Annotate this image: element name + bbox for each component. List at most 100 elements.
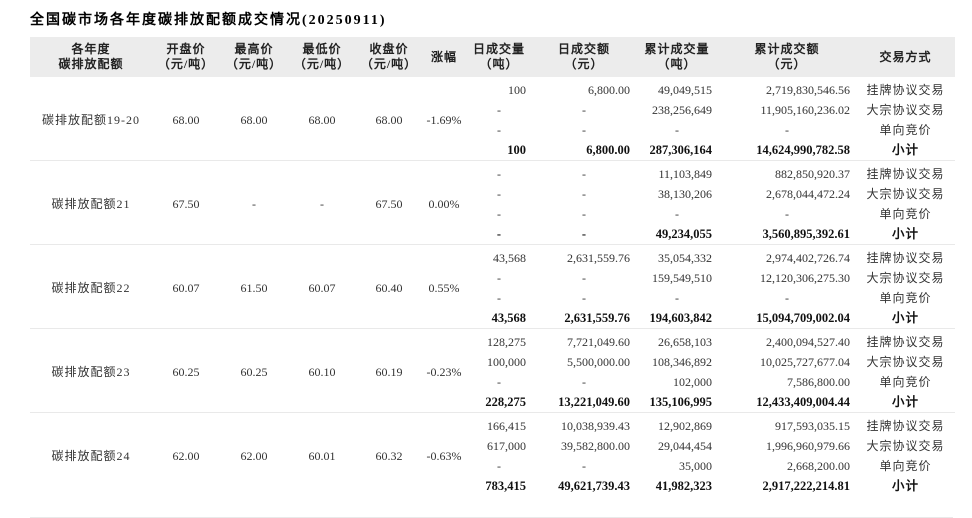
daily-volume-cell: -	[496, 227, 502, 241]
table-header: 各年度 碳排放配额 开盘价 （元/吨） 最高价 （元/吨） 最低价 （元/吨） 收盘价（…	[30, 37, 955, 77]
col-header-cumulative-volume: 累计成交量 （吨）	[636, 37, 718, 77]
low-price-cell: 60.01	[308, 449, 336, 463]
low-price-cell: 60.07	[308, 281, 336, 295]
trade-row: 617,000 39,582,800.00 29,044,454 1,996,960,…	[30, 436, 955, 456]
daily-volume-cell: 100	[507, 143, 526, 157]
cumulative-volume-cell: -	[675, 291, 679, 305]
daily-volume-cell: 43,568	[493, 251, 526, 265]
close-price-cell: 60.40	[375, 281, 403, 295]
close-price-cell: 68.00	[375, 113, 403, 127]
trade-row: - - - - 单向竞价	[30, 288, 955, 308]
col-header-trade-method: 交易方式	[856, 37, 955, 77]
page-title: 全国碳市场各年度碳排放配额成交情况(20250911)	[30, 13, 387, 28]
trade-method-cell: 大宗协议交易	[866, 355, 945, 369]
quota-name-cell: 碳排放配额23	[51, 365, 131, 379]
trade-method-cell: 小计	[891, 311, 919, 325]
daily-volume-cell: 166,415	[487, 419, 526, 433]
cumulative-volume-cell: -	[675, 123, 679, 137]
cumulative-volume-cell: 38,130,206	[658, 187, 712, 201]
cumulative-amount-cell: 2,400,094,527.40	[766, 335, 850, 349]
trade-method-cell: 挂牌协议交易	[866, 83, 945, 97]
quota-group: 碳排放配额23 60.25 60.25 60.10 60.19 -0.23% 128,275…	[30, 329, 955, 413]
cumulative-amount-cell: 2,719,830,546.56	[766, 83, 850, 97]
trade-method-cell: 小计	[891, 395, 919, 409]
open-price-cell: 68.00	[172, 113, 200, 127]
open-price-cell: 67.50	[172, 197, 200, 211]
table-wrap: 各年度 碳排放配额 开盘价 （元/吨） 最高价 （元/吨） 最低价 （元/吨） 收盘价（…	[30, 37, 955, 518]
trade-method-cell: 小计	[891, 227, 919, 241]
trade-row: 碳排放配额23 60.25 60.25 60.10 60.19 -0.23% 128,275…	[30, 329, 955, 379]
open-price-cell: 62.00	[172, 449, 200, 463]
daily-volume-cell: -	[497, 187, 501, 201]
col-header-change: 涨幅	[422, 37, 466, 77]
close-price-cell: 60.32	[375, 449, 403, 463]
cumulative-volume-cell: 287,306,164	[649, 143, 713, 157]
daily-amount-cell: 49,621,739.43	[558, 479, 630, 493]
cumulative-volume-cell: 49,049,515	[658, 83, 712, 97]
subtotal-row: 228,275 13,221,049.60 135,106,995 12,433,40…	[30, 392, 955, 413]
trade-method-cell: 挂牌协议交易	[866, 419, 945, 433]
cumulative-volume-cell: -	[675, 207, 679, 221]
cumulative-amount-cell: 14,624,990,782.58	[756, 143, 850, 157]
daily-volume-cell: -	[497, 375, 501, 389]
trade-method-cell: 大宗协议交易	[866, 187, 945, 201]
close-price-cell: 60.19	[375, 365, 403, 379]
trade-method-cell: 大宗协议交易	[866, 439, 945, 453]
cumulative-amount-cell: 917,593,035.15	[775, 419, 850, 433]
low-price-cell: -	[320, 197, 324, 211]
cumulative-volume-cell: 29,044,454	[658, 439, 712, 453]
quota-group: 碳排放配额24 62.00 62.00 60.01 60.32 -0.63% 166,415…	[30, 413, 955, 497]
daily-volume-cell: 43,568	[491, 311, 526, 325]
daily-volume-cell: -	[497, 167, 501, 181]
trade-row: 碳排放配额19-20 68.00 68.00 68.00 68.00 -1.69% 100 6…	[30, 77, 955, 127]
subtotal-row: 783,415 49,621,739.43 41,982,323 2,917,222,…	[30, 476, 955, 496]
cumulative-amount-cell: 10,025,727,677.04	[760, 355, 850, 369]
col-header-cumulative-amount: 累计成交额 （元）	[718, 37, 856, 77]
daily-volume-cell: -	[497, 459, 501, 473]
cumulative-amount-cell: 2,668,200.00	[787, 459, 850, 473]
col-header-daily-volume: 日成交量 （吨）	[466, 37, 532, 77]
cumulative-volume-cell: 11,103,849	[658, 167, 712, 181]
change-cell: 0.00%	[428, 197, 460, 211]
trade-method-cell: 单向竞价	[879, 291, 932, 305]
quota-name-cell: 碳排放配额22	[51, 281, 131, 295]
quota-name-cell: 碳排放配额21	[51, 197, 131, 211]
trade-row: - - 238,256,649 11,905,160,236.02 大宗协议交易	[30, 100, 955, 120]
trade-row: - - 102,000 7,586,800.00 单向竞价	[30, 372, 955, 392]
trade-method-cell: 小计	[891, 479, 919, 493]
daily-amount-cell: 5,500,000.00	[567, 355, 630, 369]
trade-method-cell: 单向竞价	[879, 123, 932, 137]
cumulative-volume-cell: 194,603,842	[649, 311, 713, 325]
cumulative-amount-cell: 1,996,960,979.66	[766, 439, 850, 453]
col-header-high-price: 最高价 （元/吨）	[220, 37, 288, 77]
header-row: 各年度 碳排放配额 开盘价 （元/吨） 最高价 （元/吨） 最低价 （元/吨） 收盘价（…	[30, 37, 955, 77]
trade-method-cell: 单向竞价	[879, 207, 932, 221]
trade-method-cell: 单向竞价	[879, 459, 932, 473]
daily-amount-cell: -	[582, 103, 586, 117]
daily-volume-cell: 783,415	[485, 479, 526, 493]
cumulative-amount-cell: 7,586,800.00	[787, 375, 850, 389]
cumulative-amount-cell: 2,974,402,726.74	[766, 251, 850, 265]
change-cell: -0.63%	[426, 449, 462, 463]
trade-row: - - - - 单向竞价	[30, 120, 955, 140]
trade-row: 碳排放配额24 62.00 62.00 60.01 60.32 -0.63% 166,415…	[30, 413, 955, 463]
high-price-cell: 61.50	[240, 281, 268, 295]
daily-amount-cell: -	[582, 187, 586, 201]
quota-group: 碳排放配额21 67.50 - - 67.50 0.00% - - 11,103,849 882,…	[30, 161, 955, 245]
quota-group: 碳排放配额22 60.07 61.50 60.07 60.40 0.55% 43,568 2,…	[30, 245, 955, 329]
high-price-cell: -	[252, 197, 256, 211]
cumulative-volume-cell: 49,234,055	[655, 227, 712, 241]
low-price-cell: 68.00	[308, 113, 336, 127]
daily-volume-cell: 100	[508, 83, 526, 97]
cumulative-amount-cell: 12,433,409,004.44	[756, 395, 850, 409]
daily-volume-cell: 100,000	[487, 355, 526, 369]
trade-row: - - 38,130,206 2,678,044,472.24 大宗协议交易	[30, 184, 955, 204]
trade-method-cell: 挂牌协议交易	[866, 335, 945, 349]
cumulative-volume-cell: 135,106,995	[649, 395, 713, 409]
cumulative-amount-cell: 2,917,222,214.81	[762, 479, 851, 493]
daily-amount-cell: 7,721,049.60	[567, 335, 630, 349]
daily-amount-cell: 10,038,939.43	[561, 419, 630, 433]
trade-method-cell: 小计	[891, 143, 919, 157]
cumulative-amount-cell: 3,560,895,392.61	[762, 227, 851, 241]
